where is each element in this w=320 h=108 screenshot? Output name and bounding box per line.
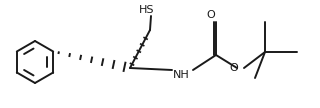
Text: O: O <box>230 63 238 73</box>
Text: NH: NH <box>173 70 190 80</box>
Text: HS: HS <box>139 5 155 15</box>
Text: O: O <box>207 10 215 20</box>
